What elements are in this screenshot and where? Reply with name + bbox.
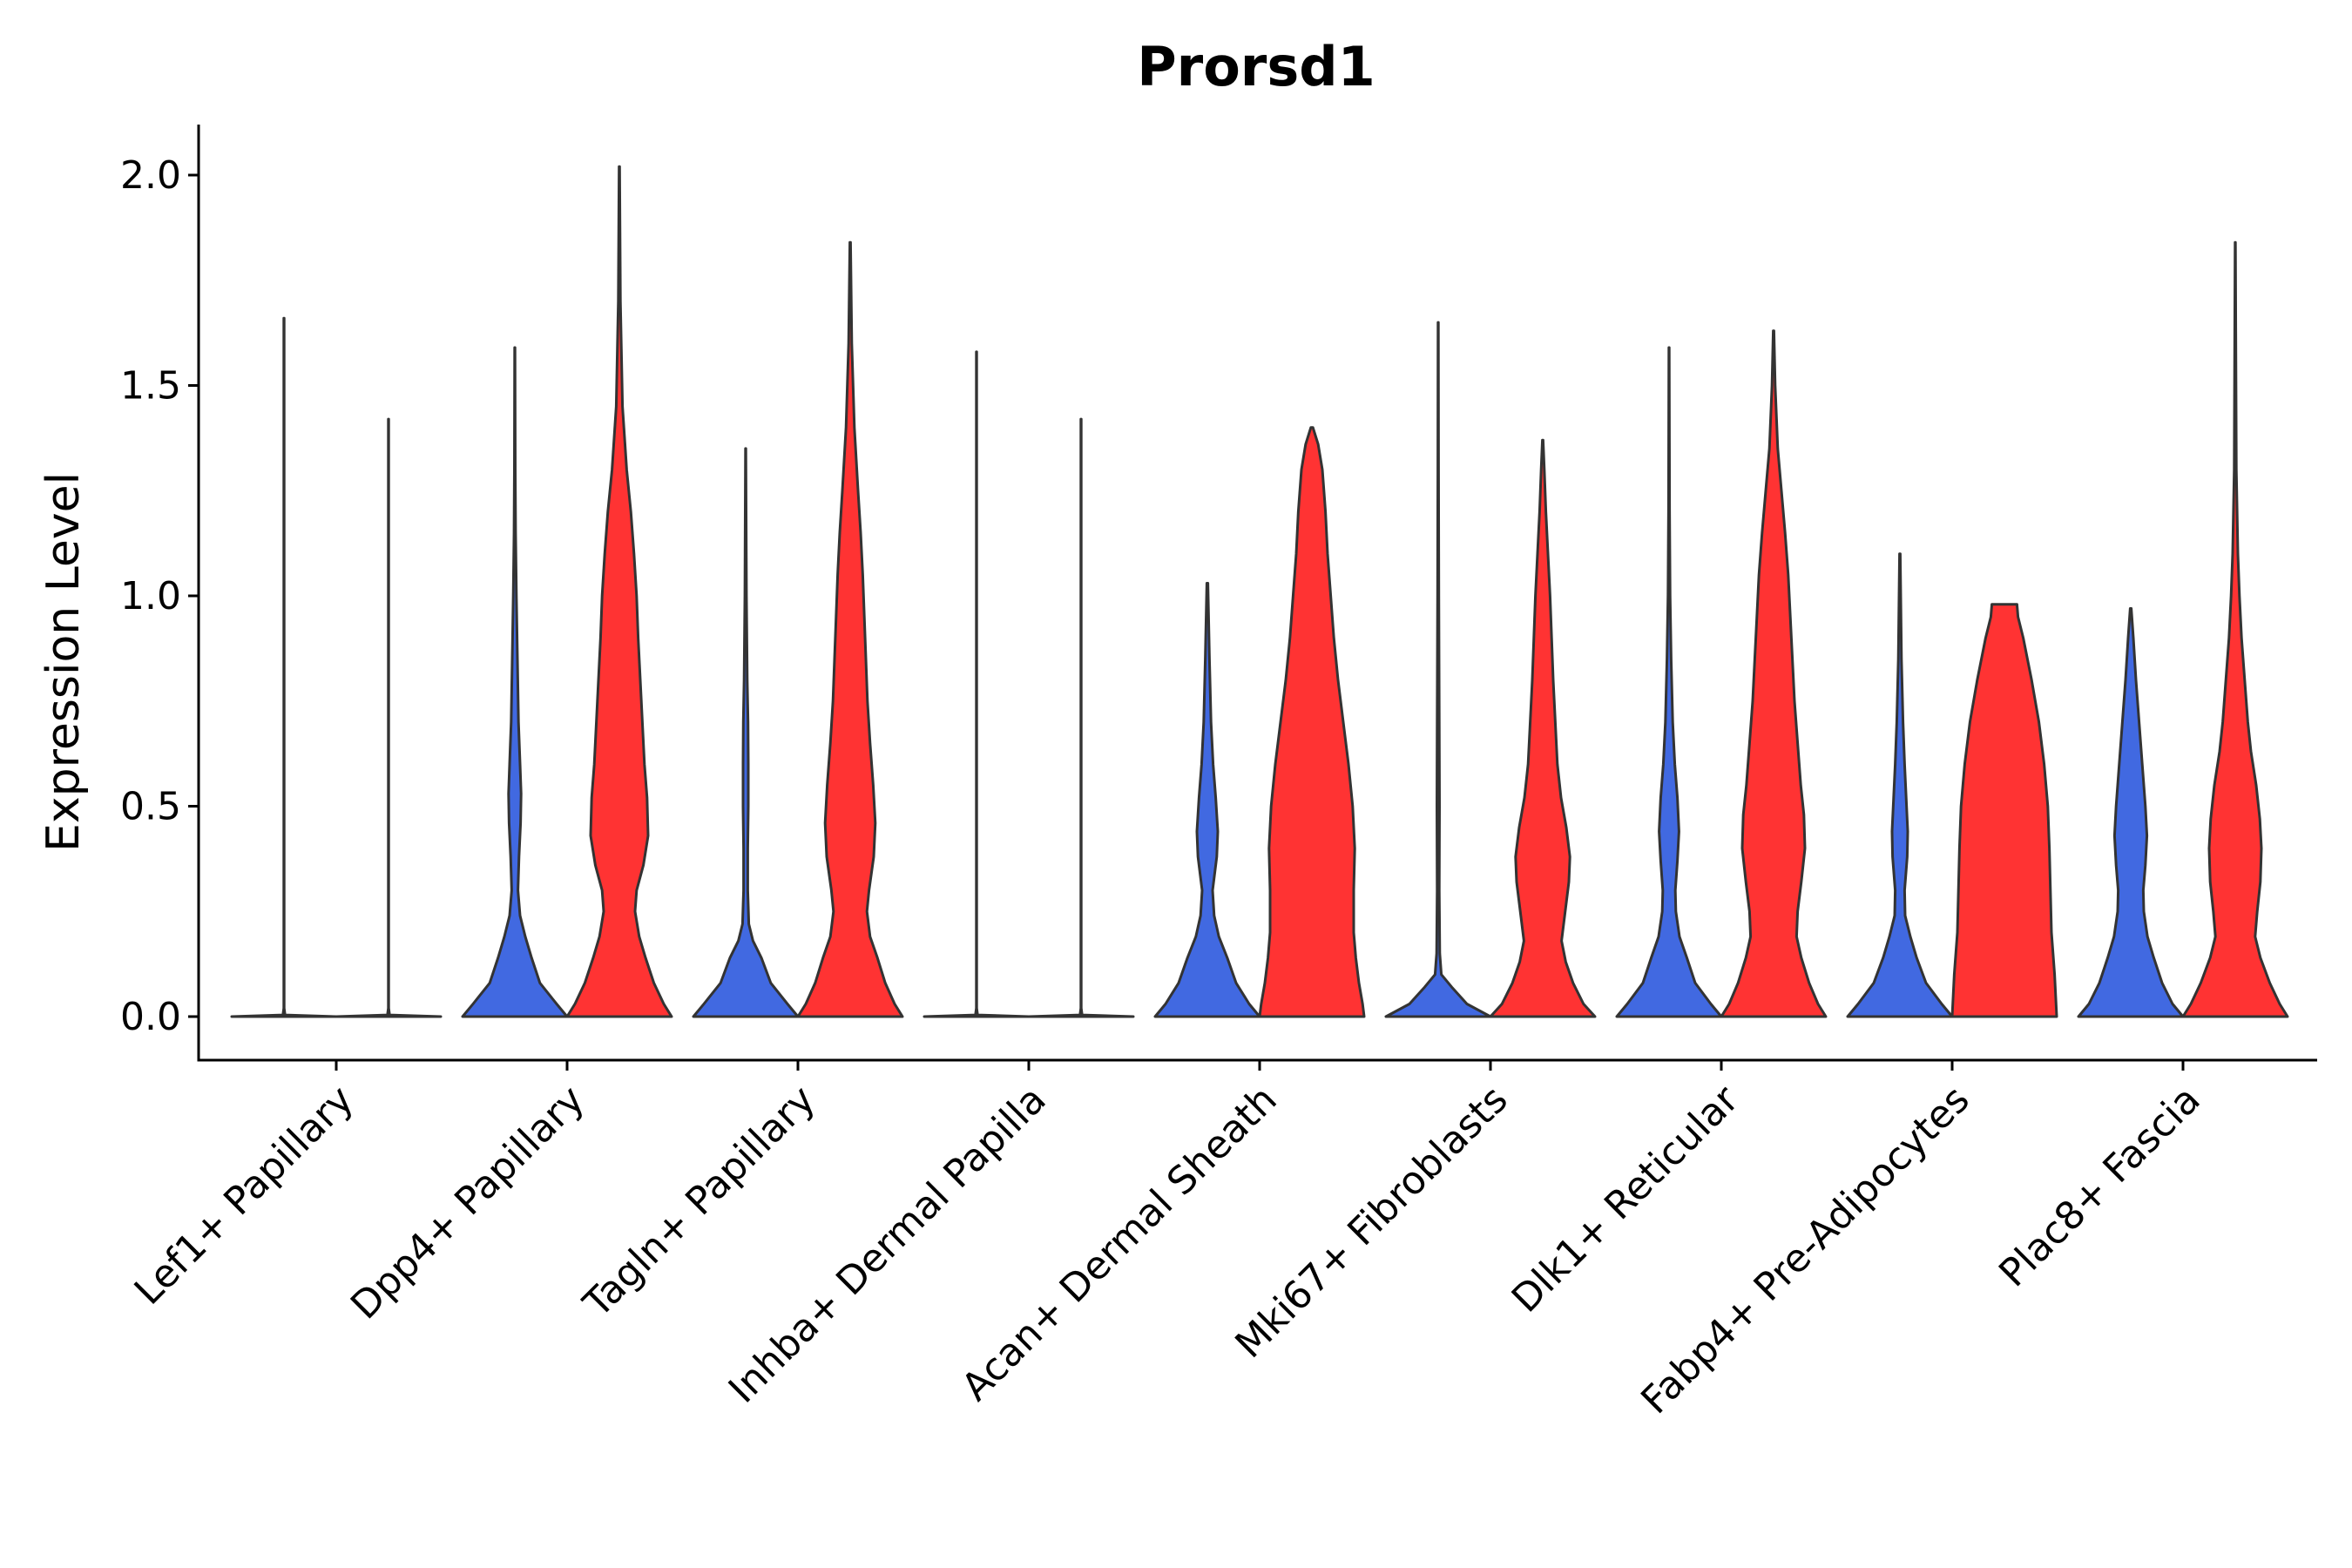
violin-inhba-dermal-papilla-group2 (1027, 417, 1135, 1018)
violin-tagln-papillary-group2 (796, 240, 904, 1018)
x-tick-label-dlk1-reticular: Dlk1+ Reticular (1504, 1077, 1748, 1321)
x-tick-label-plac8-fascia: Plac8+ Fascia (1990, 1078, 2209, 1296)
violin-tagln-papillary-group1 (692, 447, 800, 1018)
y-tick-label: 0.0 (120, 995, 181, 1039)
y-axis-ticks: 0.0 0.5 1.0 1.5 2.0 (120, 153, 199, 1039)
chart-title: Prorsd1 (1137, 35, 1375, 98)
violin-dlk1-reticular-group2 (1720, 329, 1828, 1018)
violin-dpp4-papillary-group2 (565, 165, 673, 1018)
violin-inhba-dermal-papilla-group1 (923, 350, 1031, 1018)
y-tick-label: 2.0 (120, 153, 181, 198)
violin-plac8-fascia-group2 (2181, 240, 2289, 1018)
y-tick-label: 1.0 (120, 574, 181, 618)
x-tick-label-dpp4-papillary: Dpp4+ Papillary (342, 1078, 593, 1328)
violin-lef1-papillary-group2 (335, 417, 443, 1018)
violin-dlk1-reticular-group1 (1615, 346, 1723, 1018)
violin-mki67-fibroblasts-group1 (1384, 321, 1492, 1018)
violin-acan-dermal-sheath-group1 (1153, 582, 1261, 1018)
x-tick-label-lef1-papillary: Lef1+ Papillary (126, 1078, 362, 1314)
violin-fabp4-pre-adipocytes-group2 (1950, 603, 2058, 1018)
violin-dpp4-papillary-group1 (461, 346, 569, 1018)
violin-acan-dermal-sheath-group2 (1258, 426, 1366, 1018)
violin-mki67-fibroblasts-group2 (1489, 438, 1597, 1018)
violin-layer (230, 165, 2289, 1018)
violin-plac8-fascia-group1 (2077, 607, 2185, 1018)
violin-fabp4-pre-adipocytes-group1 (1846, 552, 1954, 1018)
x-tick-label-tagln-papillary: Tagln+ Papillary (575, 1078, 824, 1327)
y-tick-label: 1.5 (120, 364, 181, 409)
y-axis-label: Expression Level (37, 472, 90, 852)
y-tick-label: 0.5 (120, 785, 181, 829)
violin-lef1-papillary-group1 (230, 316, 338, 1018)
